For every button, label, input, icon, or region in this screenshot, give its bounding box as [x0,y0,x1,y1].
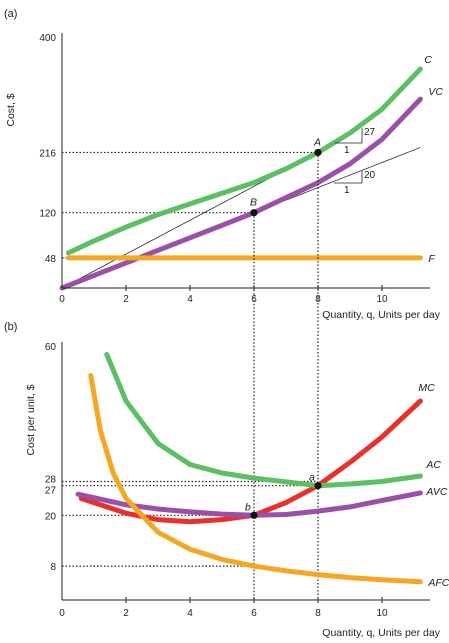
slope-run-ray: 1 [344,185,350,196]
slope-rise-ray: 20 [364,170,376,181]
panel-b-x-tick-label: 6 [251,608,257,619]
panel-a-series: C VC F [59,54,443,291]
panel-b-y-tick-label: 27 [45,486,57,497]
panel-b-y-axis-label: Cost per unit, $ [25,384,37,455]
panel-b-x-tick-label: 8 [315,608,321,619]
series-label-ac: AC [425,459,441,471]
panel-b-x-tick-label: 4 [187,608,193,619]
panel-a-y-tick-label: 48 [45,254,57,265]
series-label-mc: MC [418,382,435,394]
series-label-c: C [424,54,432,66]
point-A [314,148,322,157]
series-label-vc: VC [428,86,443,98]
panel-a-y-tick-label: 120 [39,209,56,220]
slope-rise-c: 27 [364,127,376,138]
point-label-b: b [245,501,251,513]
panel-a-points: AB [250,136,322,217]
panel-b-axes [61,342,430,601]
panel-b-points: ab [245,472,322,519]
point-b [250,511,258,519]
panel-a-x-tick-label: 10 [376,294,388,305]
series-label-f: F [428,253,435,265]
panel-a-slope-annotations: 27 1 20 1 [334,127,376,196]
panel-a-y-tick-label: 216 [39,148,56,159]
panel-a-x-axis-label: Quantity, q, Units per day [322,309,440,321]
slope-triangle-ray [334,171,363,184]
panel-b-series: MC AC AVC AFC [75,352,449,589]
slope-run-c: 1 [344,145,350,156]
panel-b-label: (b) [4,321,17,333]
series-label-avc: AVC [425,486,447,498]
panel-a-y-tick-label: 400 [39,33,56,44]
panel-a-x-tick-label: 0 [59,294,65,305]
panel-b-x-axis-label: Quantity, q, Units per day [322,627,440,639]
panel-a-x-tick-label: 4 [187,294,193,305]
point-a [314,482,322,490]
point-label-B: B [250,197,257,209]
panel-b-x-tick-label: 2 [123,608,129,619]
panel-a-label: (a) [4,8,17,20]
panel-b-x-tick-label: 10 [376,608,388,619]
point-B [250,209,258,217]
point-label-a: a [309,472,315,484]
series-line-ac [104,352,423,489]
panel-b-y-tick-label: 60 [45,342,57,353]
series-line-c [65,66,423,256]
slope-triangle-c [335,128,363,144]
panel-b-y-tick-label: 8 [50,562,56,573]
point-label-A: A [313,136,321,148]
panel-a-ticks: 024681048120216400 [39,33,388,305]
panel-b-y-tick-label: 28 [45,474,57,485]
series-label-afc: AFC [427,577,449,589]
panel-a-x-tick-label: 2 [123,294,129,305]
series-line-afc [88,373,423,585]
panel-b-y-tick-label: 20 [45,511,57,522]
series-line-vc [59,96,423,291]
panel-b-x-tick-label: 0 [59,608,65,619]
panel-b-guide-lines [62,152,319,600]
panel-a-axes [61,33,430,289]
panel-a-y-axis-label: Cost, $ [5,93,17,126]
panel-a-x-tick-label: 6 [251,294,257,305]
